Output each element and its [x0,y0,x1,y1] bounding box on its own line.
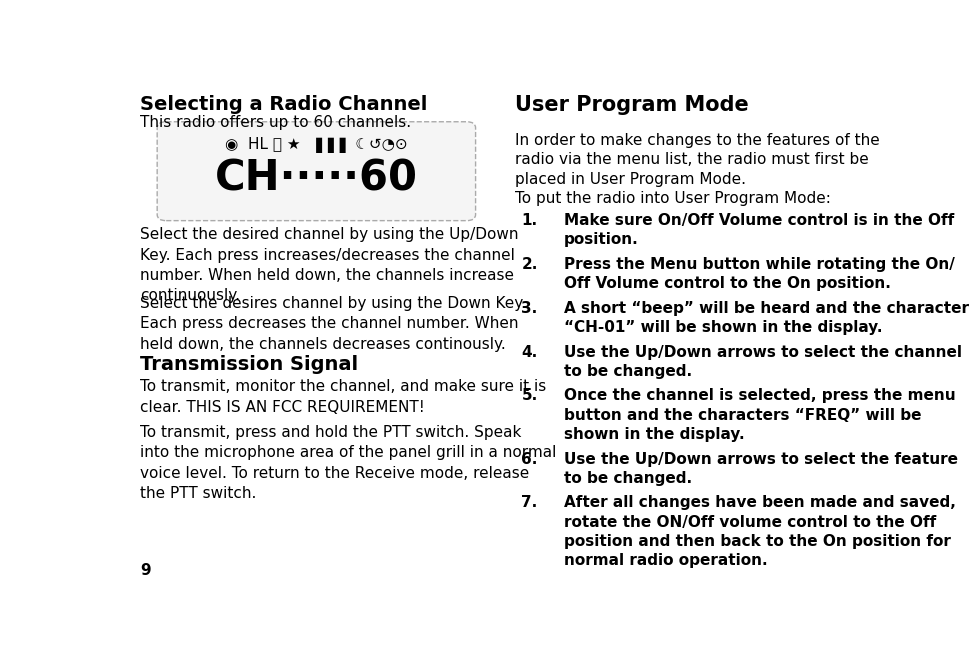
Text: 6.: 6. [521,451,538,467]
Text: Press the Menu button while rotating the On/
Off Volume control to the On positi: Press the Menu button while rotating the… [564,257,955,291]
Text: Once the channel is selected, press the menu
button and the characters “FREQ” wi: Once the channel is selected, press the … [564,389,955,442]
Text: 3.: 3. [521,301,538,316]
Text: ◉  HL ⚿ ★  ▐▐▐  ☾↺◔⊙: ◉ HL ⚿ ★ ▐▐▐ ☾↺◔⊙ [225,137,408,153]
Text: After all changes have been made and saved,
rotate the ON/Off volume control to : After all changes have been made and sav… [564,495,956,568]
Text: CH·····60: CH·····60 [215,157,418,199]
Text: 1.: 1. [521,213,538,228]
Text: Make sure On/Off Volume control is in the Off
position.: Make sure On/Off Volume control is in th… [564,213,954,247]
Text: 9: 9 [140,563,150,578]
Text: Transmission Signal: Transmission Signal [140,355,358,374]
Text: Selecting a Radio Channel: Selecting a Radio Channel [140,95,427,114]
Text: Use the Up/Down arrows to select the channel
to be changed.: Use the Up/Down arrows to select the cha… [564,344,962,379]
Text: 7.: 7. [521,495,538,510]
Text: To transmit, monitor the channel, and make sure it is
clear. THIS IS AN FCC REQU: To transmit, monitor the channel, and ma… [140,379,547,414]
Text: 4.: 4. [521,344,538,359]
Text: This radio offers up to 60 channels.: This radio offers up to 60 channels. [140,115,411,130]
Text: radio via the menu list, the radio must first be: radio via the menu list, the radio must … [516,152,869,167]
Text: placed in User Program Mode.: placed in User Program Mode. [516,171,746,187]
Text: User Program Mode: User Program Mode [516,95,749,115]
Text: To put the radio into User Program Mode:: To put the radio into User Program Mode: [516,191,831,206]
Text: A short “beep” will be heard and the characters
“CH-01” will be shown in the dis: A short “beep” will be heard and the cha… [564,301,969,335]
Text: Select the desired channel by using the Up/Down
Key. Each press increases/decrea: Select the desired channel by using the … [140,227,518,303]
Text: Select the desires channel by using the Down Key.
Each press decreases the chann: Select the desires channel by using the … [140,296,526,352]
Text: 5.: 5. [521,389,538,403]
Text: In order to make changes to the features of the: In order to make changes to the features… [516,133,880,148]
Text: 2.: 2. [521,257,538,272]
Text: Use the Up/Down arrows to select the feature
to be changed.: Use the Up/Down arrows to select the fea… [564,451,958,486]
FancyBboxPatch shape [157,122,476,220]
Text: To transmit, press and hold the PTT switch. Speak
into the microphone area of th: To transmit, press and hold the PTT swit… [140,425,556,501]
